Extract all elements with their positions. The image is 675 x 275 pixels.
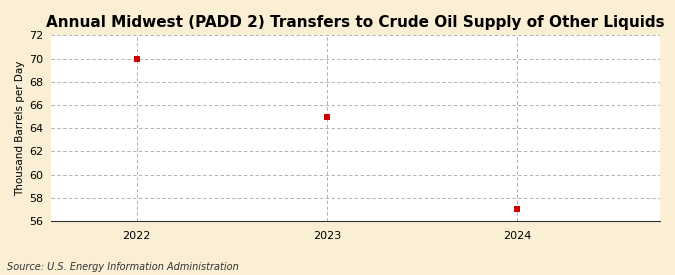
Point — [321, 114, 332, 119]
Text: Source: U.S. Energy Information Administration: Source: U.S. Energy Information Administ… — [7, 262, 238, 272]
Point — [512, 207, 522, 212]
Point — [132, 56, 142, 61]
Title: Annual Midwest (PADD 2) Transfers to Crude Oil Supply of Other Liquids: Annual Midwest (PADD 2) Transfers to Cru… — [46, 15, 665, 30]
Y-axis label: Thousand Barrels per Day: Thousand Barrels per Day — [15, 60, 25, 196]
